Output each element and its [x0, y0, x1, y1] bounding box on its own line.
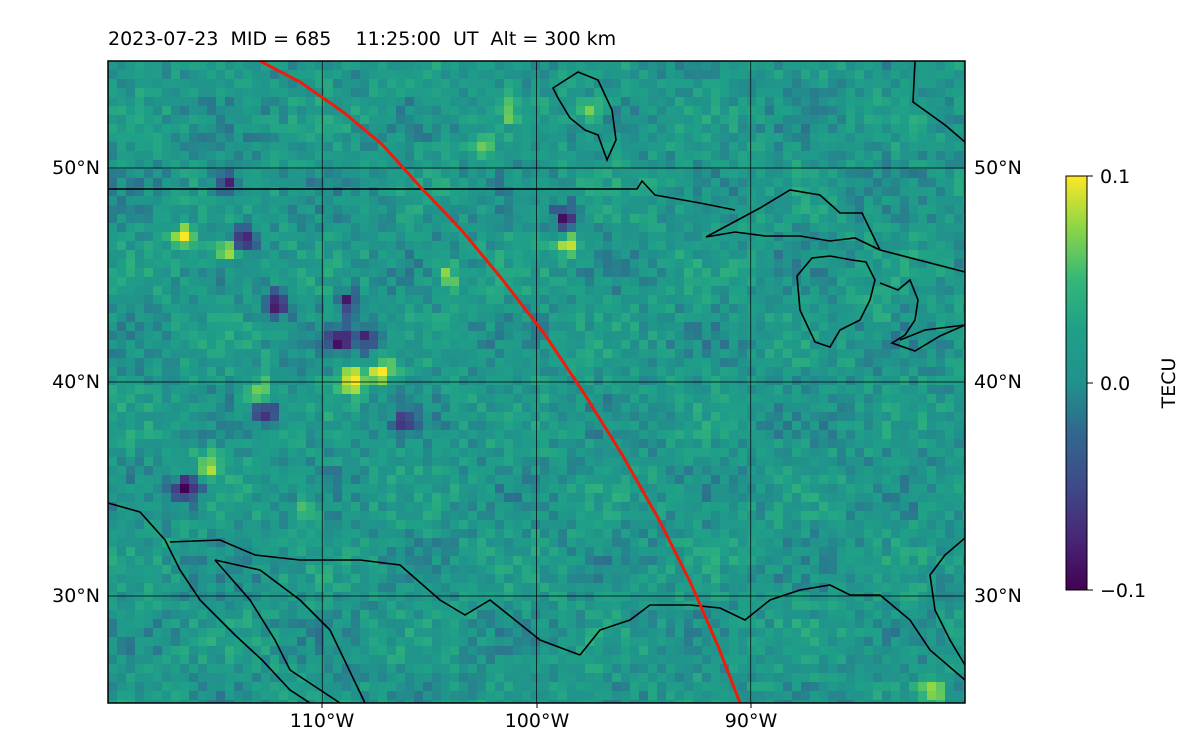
- great-lakes-outline: [705, 189, 965, 273]
- baja-coast: [108, 502, 311, 703]
- lat-label-right-40n: 40°N: [974, 371, 1022, 393]
- axis-ticks: [321, 703, 752, 708]
- gulf-of-california: [214, 559, 341, 703]
- us-canada-border: [108, 179, 736, 211]
- graticule: [108, 61, 965, 703]
- lat-label-right-30n: 30°N: [974, 585, 1022, 607]
- satellite-track: [259, 61, 742, 703]
- colorbar-title: TECU: [1158, 358, 1180, 410]
- colorbar-label-zero: 0.0: [1100, 373, 1130, 395]
- lat-label-right-50n: 50°N: [974, 157, 1022, 179]
- lake-erie: [899, 324, 965, 341]
- colorbar-label-min: −0.1: [1100, 580, 1146, 602]
- mexico-coast-inner: [214, 559, 366, 703]
- colorbar: 0.1 0.0 −0.1 TECU: [1065, 166, 1180, 602]
- lake-superior: [705, 231, 881, 251]
- lon-label-100w: 100°W: [505, 710, 570, 732]
- map-area[interactable]: [107, 60, 973, 710]
- lat-label-left-30n: 30°N: [52, 585, 100, 607]
- florida-east: [929, 537, 965, 666]
- hudson-bay-shore: [551, 71, 617, 163]
- northeast-shore: [912, 61, 965, 143]
- map-title: 2023-07-23 MID = 685 11:25:00 UT Alt = 3…: [108, 28, 617, 50]
- colorbar-gradient: [1065, 175, 1088, 591]
- lon-label-110w: 110°W: [290, 710, 355, 732]
- colorbar-label-max: 0.1: [1100, 166, 1130, 188]
- lake-huron: [879, 278, 965, 352]
- gulf-coast: [579, 584, 965, 681]
- tec-grid: [108, 61, 965, 703]
- lon-label-90w: 90°W: [725, 710, 778, 732]
- lat-label-left-50n: 50°N: [52, 157, 100, 179]
- lat-label-left-40n: 40°N: [52, 371, 100, 393]
- coastlines: [108, 61, 965, 703]
- lake-michigan: [796, 255, 876, 348]
- us-mexico-border: [169, 539, 581, 656]
